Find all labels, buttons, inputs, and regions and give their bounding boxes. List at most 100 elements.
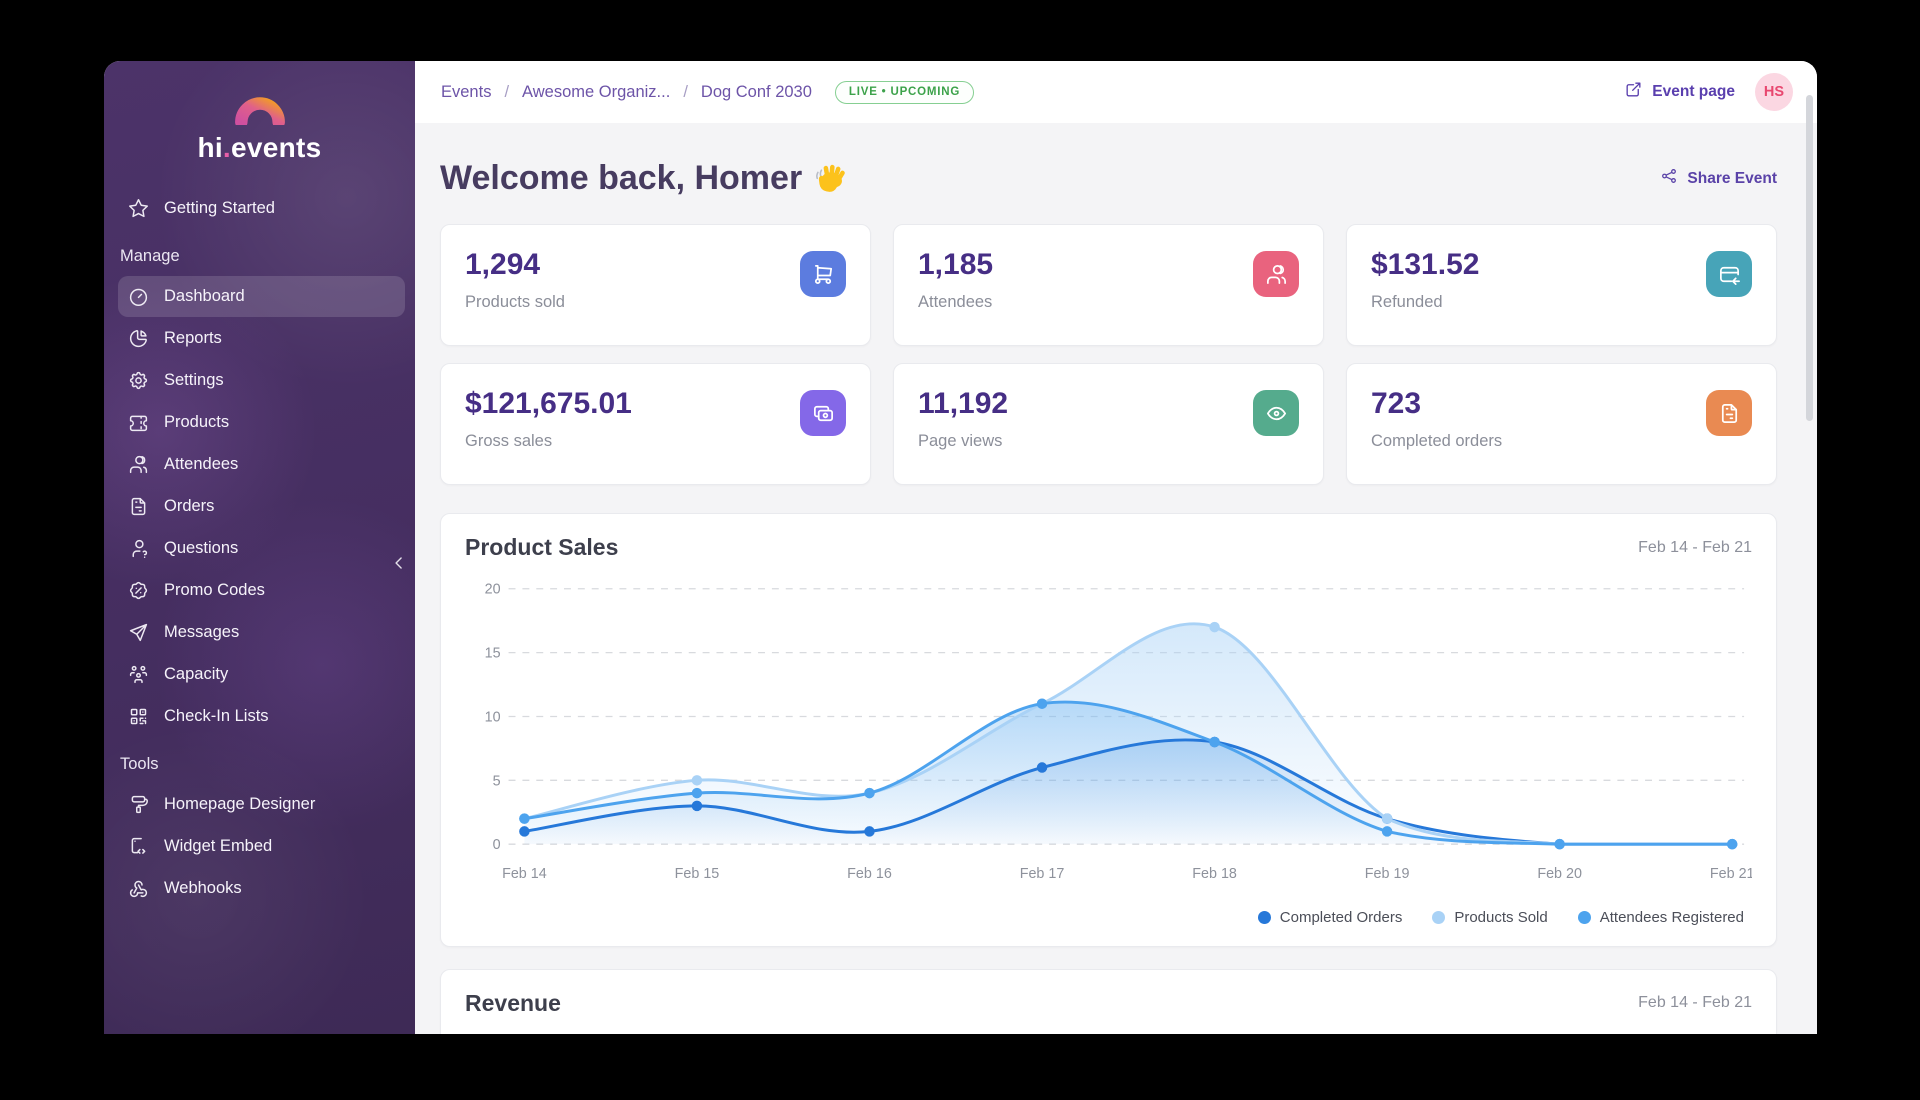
share-event-button[interactable]: Share Event bbox=[1660, 167, 1777, 190]
stat-label: Attendees bbox=[918, 293, 993, 311]
product-sales-chart[interactable]: 0 5 10 15 20 Feb 14 Feb 15 Feb 16 Feb 17 Feb 18 Fe… bbox=[465, 565, 1752, 907]
legend-item-completed-orders[interactable]: Completed Orders bbox=[1257, 909, 1402, 926]
promo-codes-icon bbox=[127, 580, 149, 601]
sidebar-item-webhooks[interactable]: Webhooks bbox=[118, 868, 405, 909]
sidebar-item-attendees[interactable]: Attendees bbox=[118, 444, 405, 485]
app-window: hi.events Getting Started Manage Dashboard… bbox=[104, 61, 1817, 1034]
chart-date-range: Feb 14 - Feb 21 bbox=[1638, 538, 1752, 556]
sidebar-section-manage: Manage bbox=[120, 247, 180, 265]
svg-text:Feb 14: Feb 14 bbox=[502, 866, 547, 882]
legend-item-attendees-registered[interactable]: Attendees Registered bbox=[1577, 909, 1744, 926]
wave-emoji-icon bbox=[816, 164, 845, 192]
stat-label: Completed orders bbox=[1371, 432, 1503, 450]
sidebar-item-reports[interactable]: Reports bbox=[118, 318, 405, 359]
svg-text:Feb 18: Feb 18 bbox=[1192, 866, 1237, 882]
stat-card-attendees: 1,185 Attendees bbox=[893, 224, 1324, 346]
sidebar-item-dashboard[interactable]: Dashboard bbox=[118, 276, 405, 317]
stat-card-completed-orders: 723 Completed orders bbox=[1346, 363, 1777, 485]
svg-text:15: 15 bbox=[485, 646, 501, 662]
sidebar-collapse-button[interactable] bbox=[389, 553, 409, 578]
reports-icon bbox=[127, 328, 149, 349]
legend-item-products-sold[interactable]: Products Sold bbox=[1432, 909, 1548, 926]
stat-value: $121,675.01 bbox=[465, 387, 632, 420]
page-content: Welcome back, Homer bbox=[415, 123, 1817, 1034]
svg-text:10: 10 bbox=[485, 709, 501, 725]
svg-text:5: 5 bbox=[493, 773, 501, 789]
stat-value: 11,192 bbox=[918, 387, 1009, 420]
breadcrumb-event[interactable]: Dog Conf 2030 bbox=[700, 82, 812, 101]
svg-text:Feb 15: Feb 15 bbox=[675, 866, 720, 882]
sidebar-item-products[interactable]: Products bbox=[118, 402, 405, 443]
dashboard-icon bbox=[127, 286, 149, 307]
svg-text:Feb 19: Feb 19 bbox=[1365, 866, 1410, 882]
eye-icon bbox=[1253, 390, 1299, 436]
capacity-icon bbox=[127, 664, 149, 685]
sidebar-item-settings[interactable]: Settings bbox=[118, 360, 405, 401]
sidebar-item-check-in-lists[interactable]: Check-In Lists bbox=[118, 696, 405, 737]
receipt-icon bbox=[1706, 390, 1752, 436]
stat-label: Page views bbox=[918, 432, 1003, 450]
page-title: Welcome back, Homer bbox=[440, 159, 849, 198]
chart-title: Product Sales bbox=[465, 534, 619, 560]
cart-icon bbox=[800, 251, 846, 297]
stat-label: Refunded bbox=[1371, 293, 1443, 311]
settings-icon bbox=[127, 370, 149, 391]
stat-card-refunded: $131.52 Refunded bbox=[1346, 224, 1777, 346]
sidebar-item-widget-embed[interactable]: Widget Embed bbox=[118, 826, 405, 867]
breadcrumb-organizer[interactable]: Awesome Organiz... bbox=[522, 82, 671, 101]
app-logo[interactable]: hi.events bbox=[180, 89, 340, 164]
attendees-icon bbox=[127, 454, 149, 475]
sidebar-item-promo-codes[interactable]: Promo Codes bbox=[118, 570, 405, 611]
stat-card-page-views: 11,192 Page views bbox=[893, 363, 1324, 485]
cash-icon bbox=[800, 390, 846, 436]
avatar[interactable]: HS bbox=[1755, 73, 1793, 111]
sidebar-item-orders[interactable]: Orders bbox=[118, 486, 405, 527]
sidebar-item-homepage-designer[interactable]: Homepage Designer bbox=[118, 784, 405, 825]
legend-dot bbox=[1257, 910, 1271, 924]
widget-embed-icon bbox=[127, 836, 149, 857]
stat-value: 1,185 bbox=[918, 248, 994, 281]
chart-legend: Completed Orders Products Sold Attendees R… bbox=[465, 907, 1752, 934]
status-badge: LIVE • UPCOMING bbox=[834, 80, 975, 104]
share-icon bbox=[1660, 167, 1678, 190]
users-icon bbox=[1253, 251, 1299, 297]
breadcrumb-events[interactable]: Events bbox=[441, 82, 492, 101]
topbar: Events / Awesome Organiz... / Dog Conf 2… bbox=[415, 61, 1817, 123]
legend-dot bbox=[1432, 910, 1446, 924]
stat-card-products-sold: 1,294 Products sold bbox=[440, 224, 871, 346]
products-icon bbox=[127, 412, 149, 433]
sidebar-item-questions[interactable]: Questions bbox=[118, 528, 405, 569]
svg-text:20: 20 bbox=[485, 582, 501, 598]
scrollbar-thumb[interactable] bbox=[1806, 95, 1813, 421]
chevron-left-icon bbox=[389, 553, 409, 578]
svg-text:0: 0 bbox=[493, 837, 501, 853]
topbar-right: Event page HS bbox=[1624, 73, 1793, 111]
revenue-date-range: Feb 14 - Feb 21 bbox=[1638, 994, 1752, 1012]
logo-arch-icon bbox=[234, 97, 285, 129]
sidebar-item-capacity[interactable]: Capacity bbox=[118, 654, 405, 695]
svg-text:Feb 21: Feb 21 bbox=[1710, 866, 1752, 882]
breadcrumb-separator: / bbox=[504, 82, 510, 101]
sidebar-item-messages[interactable]: Messages bbox=[118, 612, 405, 653]
logo-text: hi.events bbox=[197, 132, 322, 163]
legend-dot bbox=[1577, 910, 1591, 924]
breadcrumb: Events / Awesome Organiz... / Dog Conf 2… bbox=[441, 80, 975, 104]
stat-value: 723 bbox=[1371, 387, 1422, 420]
external-link-icon bbox=[1624, 80, 1643, 104]
sidebar-nav: Getting Started Manage Dashboard Reports Set… bbox=[104, 188, 415, 909]
revenue-card: Revenue Feb 14 - Feb 21 bbox=[440, 968, 1777, 1034]
svg-text:Feb 16: Feb 16 bbox=[847, 866, 892, 882]
svg-text:Feb 17: Feb 17 bbox=[1020, 866, 1065, 882]
sidebar: hi.events Getting Started Manage Dashboard… bbox=[104, 61, 415, 1034]
orders-icon bbox=[127, 496, 149, 517]
sidebar-item-getting-started[interactable]: Getting Started bbox=[118, 188, 405, 229]
event-page-button[interactable]: Event page bbox=[1624, 80, 1735, 104]
product-sales-card: Product Sales Feb 14 - Feb 21 0 5 10 15 20 Fe… bbox=[440, 513, 1777, 947]
stat-label: Products sold bbox=[465, 293, 565, 311]
stat-value: 1,294 bbox=[465, 248, 541, 281]
star-icon bbox=[127, 198, 149, 219]
stat-label: Gross sales bbox=[465, 432, 553, 450]
main-area: Events / Awesome Organiz... / Dog Conf 2… bbox=[415, 61, 1817, 1034]
stats-grid: 1,294 Products sold 1,185 Attendees $131.52 R… bbox=[440, 224, 1777, 485]
